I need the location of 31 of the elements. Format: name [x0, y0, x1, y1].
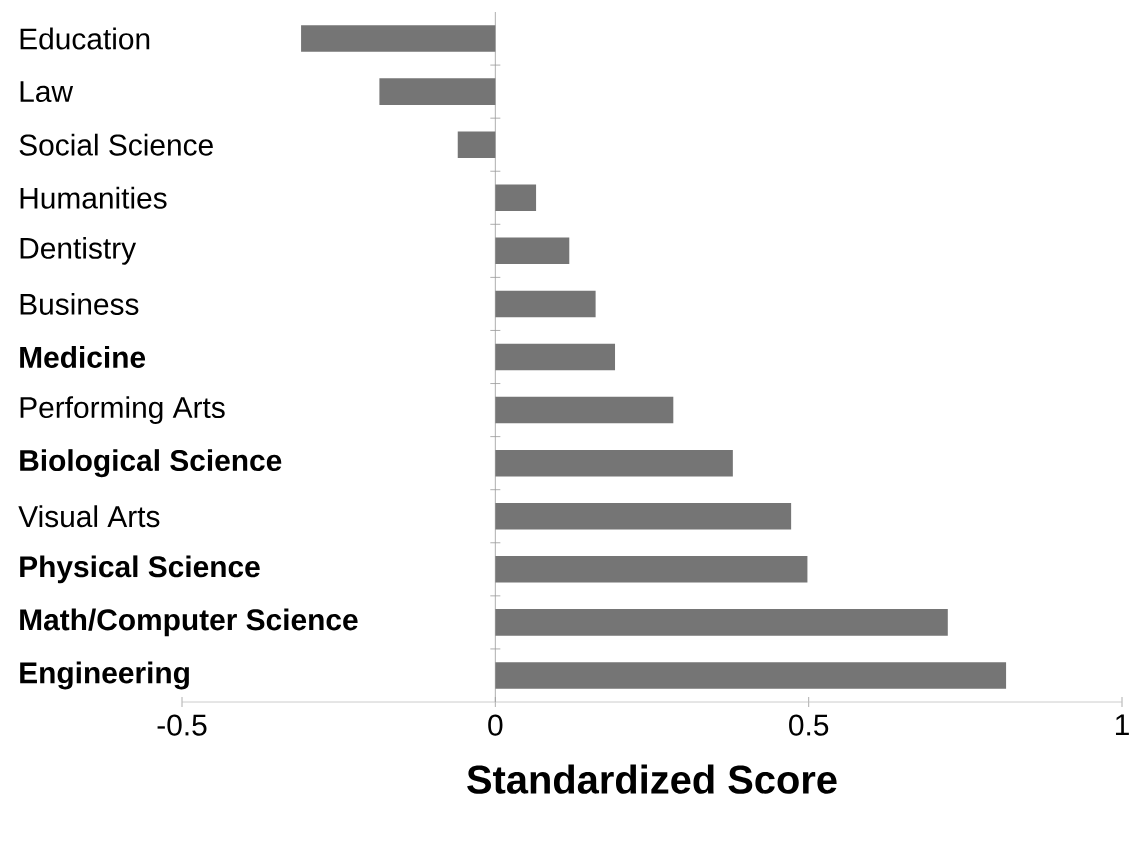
x-axis-title: Standardized Score: [467, 764, 837, 794]
x-tick-label: 0.5: [789, 714, 829, 736]
y-tick-label: Law: [20, 81, 74, 103]
y-tick-label: Physical Science: [20, 555, 260, 584]
bar: [495, 290, 596, 318]
bar: [495, 609, 948, 636]
x-tick-label: 1: [1115, 714, 1129, 736]
y-tick-label: Visual Arts: [18, 505, 160, 528]
y-tick-label: Biological Science: [20, 449, 282, 478]
x-tick-label: 0: [488, 714, 503, 736]
y-tick-label: Engineering: [20, 661, 189, 690]
y-tick-label: Medicine: [20, 346, 146, 368]
bar: [495, 396, 674, 424]
y-tick-label: Business: [20, 292, 139, 315]
bar: [495, 662, 1007, 689]
y-tick-label: Education: [20, 27, 150, 50]
bar: [495, 184, 537, 212]
y-tick-label: Performing Arts: [20, 396, 225, 425]
bar: [495, 502, 792, 530]
x-tick-label: -0.5: [157, 714, 207, 736]
y-tick-label: Humanities: [20, 186, 167, 209]
y-tick-label: Social Science: [19, 133, 213, 156]
y-tick-label: Dentistry: [20, 236, 137, 265]
bar: [495, 343, 616, 371]
y-tick-label: Math/Computer Science: [20, 608, 358, 637]
bar: [495, 556, 808, 583]
bar: [379, 78, 496, 105]
bar: [495, 237, 570, 265]
bar: [495, 449, 733, 477]
bar: [457, 131, 496, 158]
bar: [301, 25, 496, 52]
